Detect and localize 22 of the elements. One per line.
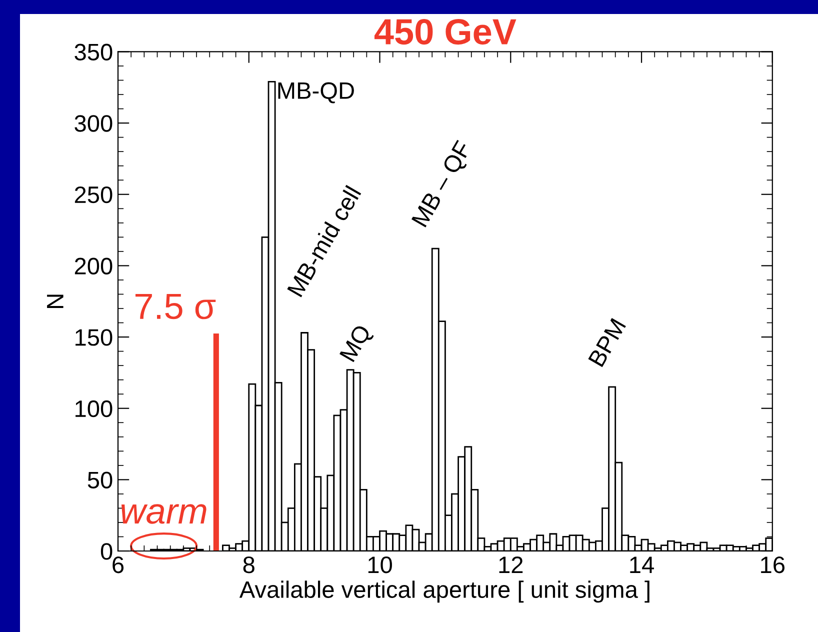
x-tick-label: 14 (630, 556, 654, 573)
chart-title: 450 GeV (374, 19, 516, 45)
x-tick-label: 10 (368, 556, 392, 574)
y-tick-label: 200 (74, 258, 112, 274)
x-axis-title: Available vertical aperture [ unit sigma ] (239, 580, 650, 603)
annotation: MB-QD (278, 82, 354, 104)
x-tick-label: 8 (243, 556, 254, 574)
x-tick-label: 12 (499, 556, 523, 573)
y-tick-label: 300 (74, 115, 112, 132)
y-tick-label: 50 (88, 472, 112, 488)
x-tick-label: 16 (761, 556, 784, 574)
y-axis-title: N (47, 294, 64, 308)
annotation: MQ (339, 324, 375, 364)
ref-line-label: 7.5 σ (135, 294, 216, 320)
y-tick-label: 150 (76, 329, 112, 346)
y-tick-label: 250 (74, 186, 112, 204)
y-tick-label: 0 (100, 543, 112, 560)
y-tick-label: 100 (76, 400, 112, 418)
x-tick-label: 6 (112, 556, 124, 574)
annotation: warm (121, 504, 206, 524)
annotation: MB – QF (411, 140, 476, 230)
y-tick-label: 350 (74, 44, 112, 61)
